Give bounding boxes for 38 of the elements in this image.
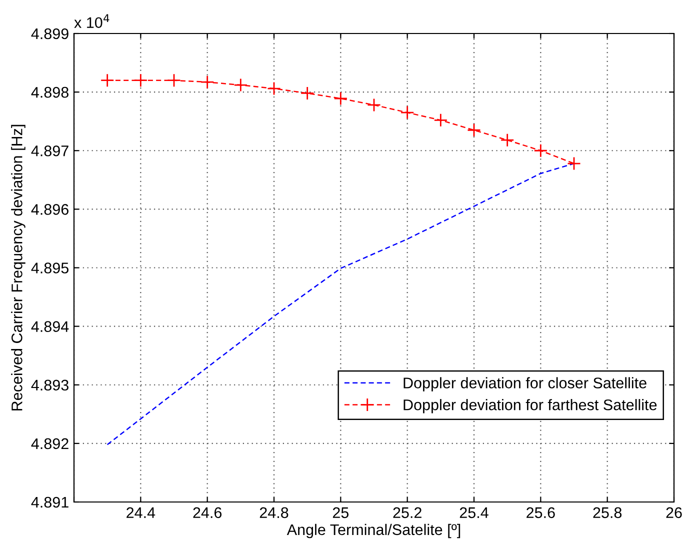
legend-label: Doppler deviation for farthest Satellite: [404, 399, 657, 414]
point: [134, 73, 148, 88]
y-tick-label: 4.894: [31, 321, 69, 332]
x-tick-label: 25.4: [460, 507, 488, 518]
point: [100, 73, 114, 88]
point: [400, 106, 414, 120]
point: [200, 75, 214, 90]
y-tick-label: 4.892: [31, 438, 68, 450]
point: [534, 144, 548, 158]
x-tick-label: 24.6: [193, 507, 222, 518]
point: [367, 98, 381, 112]
legend-label: Doppler deviation for closer Satellite: [404, 377, 646, 392]
x-tick-label: 25.6: [526, 507, 555, 518]
x-tick-label: 26: [666, 507, 682, 518]
point: [434, 113, 448, 128]
point: [334, 92, 348, 106]
y-tick-label: 4.897: [31, 145, 68, 156]
y-tick-label: 4.893: [31, 380, 68, 391]
x-tick-label: 25: [332, 507, 349, 518]
point: [267, 82, 281, 96]
y-axis-title: Received Carrier Frequency deviation [Hz]: [11, 124, 26, 410]
point: [500, 133, 514, 148]
point: [300, 86, 314, 100]
y-tick-label: 4.895: [31, 262, 68, 274]
x-tick-label: 24.8: [260, 507, 288, 518]
y-tick-label: 4.898: [31, 86, 68, 98]
x-tick-label: 25.8: [593, 507, 622, 518]
point: [167, 73, 181, 88]
text: x 10$^{4}$: [74, 14, 110, 28]
point: [234, 78, 248, 92]
x-tick-label: 25.2: [393, 507, 422, 518]
point: [467, 123, 481, 138]
y-tick-label: 4.899: [31, 28, 68, 40]
y-tick-label: 4.896: [31, 204, 68, 215]
x-tick-label: 24.4: [126, 507, 156, 518]
y-tick-label: 4.891: [31, 496, 68, 508]
point: [567, 156, 581, 170]
x-axis-title: Angle Terminal/Satelite [º]: [286, 524, 460, 538]
